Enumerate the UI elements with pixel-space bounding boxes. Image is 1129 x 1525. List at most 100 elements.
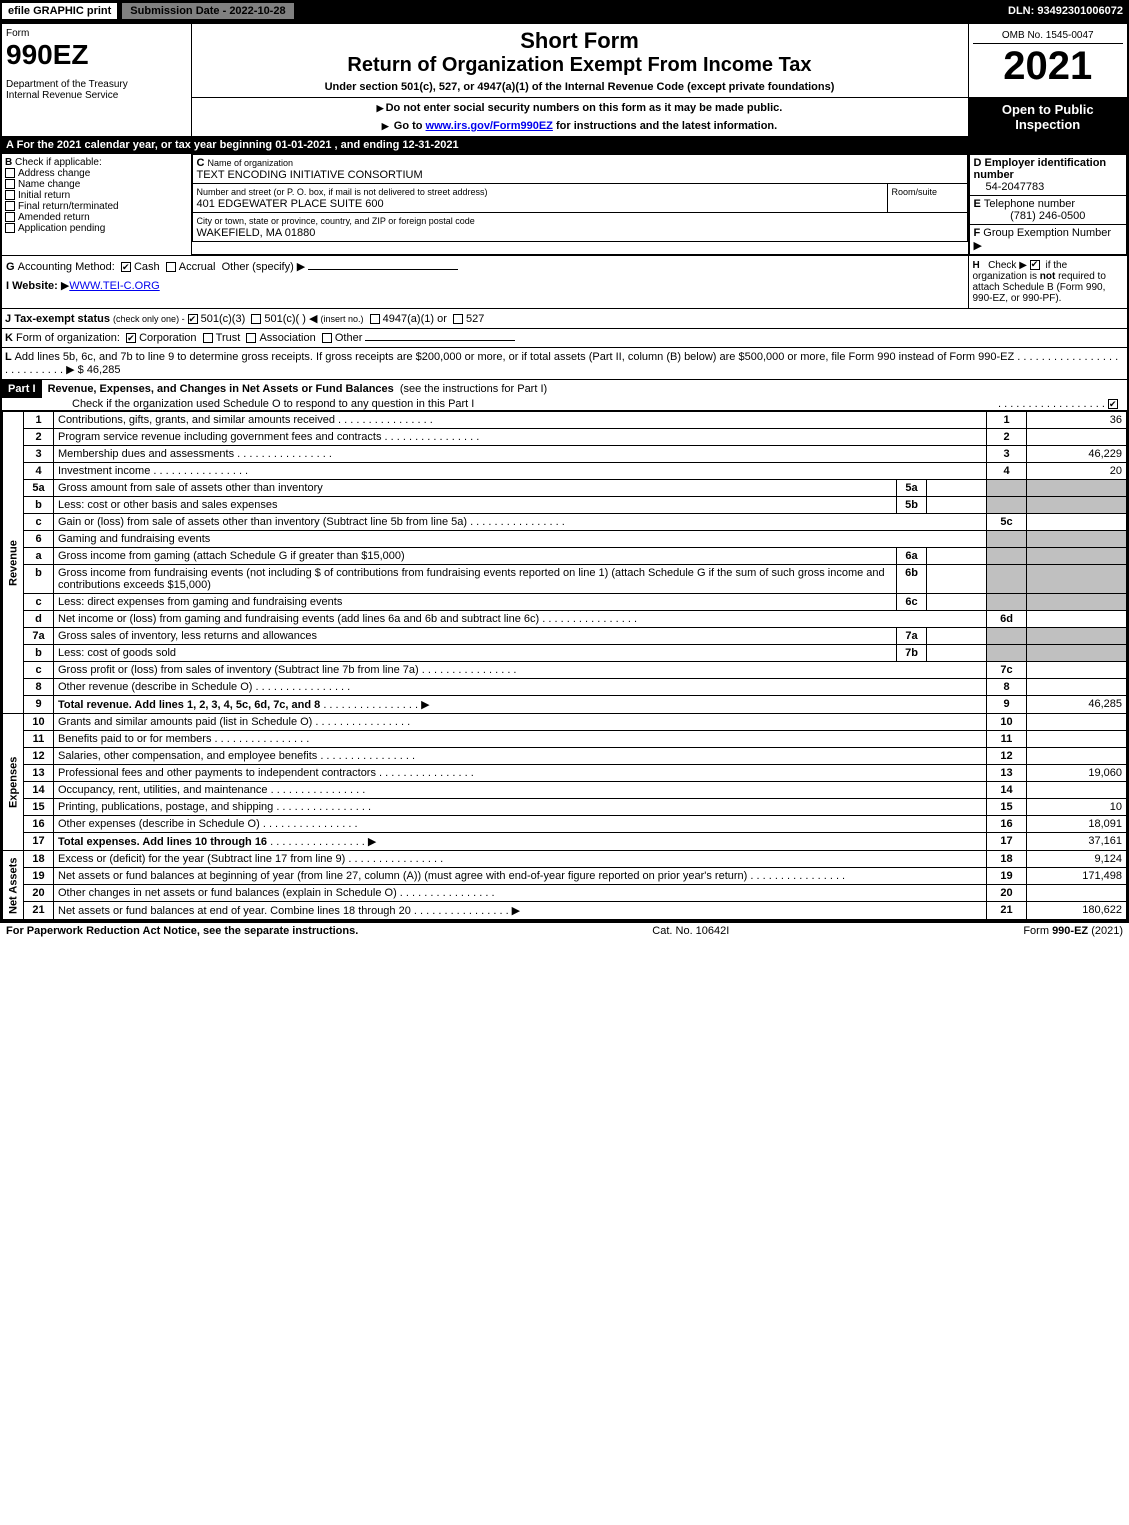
line-amt [1027,885,1127,902]
cash-checkbox[interactable] [121,262,131,272]
line-ref: 6d [987,611,1027,628]
line-amt-shaded [1027,497,1127,514]
k-o2: Trust [216,332,241,344]
top-bar: efile GRAPHIC print Submission Date - 20… [0,0,1129,22]
section-label: Expenses [3,714,24,851]
line-num: b [24,645,54,662]
k-o3: Association [259,332,315,344]
line-desc: Less: cost of goods sold [54,645,897,662]
submission-date: Submission Date - 2022-10-28 [121,2,294,20]
line-ref: 21 [987,902,1027,920]
header-right: OMB No. 1545-0047 2021 [968,23,1128,98]
k-other-checkbox[interactable] [322,333,332,343]
line-num: c [24,662,54,679]
b-checkbox[interactable] [5,190,15,200]
line-g: G Accounting Method: Cash Accrual Other … [1,256,968,309]
header-instructions: Do not enter social security numbers on … [191,98,968,137]
accrual-label: Accrual [179,261,216,273]
website-link[interactable]: WWW.TEI-C.ORG [69,280,159,292]
irs-link[interactable]: www.irs.gov/Form990EZ [426,120,553,132]
b-checkbox[interactable] [5,223,15,233]
line-ref: 14 [987,782,1027,799]
j-501c-checkbox[interactable] [251,314,261,324]
accrual-checkbox[interactable] [166,262,176,272]
line-desc: Gross amount from sale of assets other t… [54,480,897,497]
part1-label: Part I [2,380,42,398]
line-amt-shaded [1027,594,1127,611]
line-num: b [24,565,54,594]
footer-right-form: 990-EZ [1052,925,1088,937]
line-num: 17 [24,833,54,851]
dept-label: Department of the Treasury Internal Reve… [6,79,187,101]
sub-ref: 6a [897,548,927,565]
line-amt: 36 [1027,412,1127,429]
line-ref: 7c [987,662,1027,679]
line-row: cGain or (loss) from sale of assets othe… [3,514,1127,531]
b-checkbox[interactable] [5,201,15,211]
line-ref: 1 [987,412,1027,429]
line-amt-shaded [1027,645,1127,662]
section-label: Revenue [3,412,24,714]
line-desc: Program service revenue including govern… [54,429,987,446]
dln-label: DLN: 93492301006072 [1008,5,1123,17]
line-num: 7a [24,628,54,645]
sub-ref: 7b [897,645,927,662]
line-num: 19 [24,868,54,885]
line-desc: Total revenue. Add lines 1, 2, 3, 4, 5c,… [54,696,987,714]
j-501c3-checkbox[interactable] [188,314,198,324]
lines-container: Revenue1Contributions, gifts, grants, an… [1,411,1128,922]
line-num: 12 [24,748,54,765]
line-row: 13Professional fees and other payments t… [3,765,1127,782]
org-street: 401 EDGEWATER PLACE SUITE 600 [197,198,384,210]
j-527-checkbox[interactable] [453,314,463,324]
line-amt: 9,124 [1027,851,1127,868]
form-table: Form 990EZ Department of the Treasury In… [0,22,1129,922]
k-corp-checkbox[interactable] [126,333,136,343]
line-amt: 171,498 [1027,868,1127,885]
part1-checkbox[interactable] [1108,399,1118,409]
line-row: 14Occupancy, rent, utilities, and mainte… [3,782,1127,799]
section-def: D Employer identification number 54-2047… [968,154,1128,256]
k-trust-checkbox[interactable] [203,333,213,343]
j-4947-checkbox[interactable] [370,314,380,324]
line-num: 6 [24,531,54,548]
line-num: 16 [24,816,54,833]
room-label: Room/suite [892,187,938,197]
line-ref-shaded [987,628,1027,645]
line-num: 2 [24,429,54,446]
line-desc: Printing, publications, postage, and shi… [54,799,987,816]
line-ref: 2 [987,429,1027,446]
b-checkbox[interactable] [5,168,15,178]
line-row: Expenses10Grants and similar amounts pai… [3,714,1127,731]
line-amt-shaded [1027,531,1127,548]
sub-amt [927,497,987,514]
h-not: not [1040,271,1056,282]
c-city-label: City or town, state or province, country… [197,216,475,226]
return-title: Return of Organization Exempt From Incom… [196,54,964,77]
k-assoc-checkbox[interactable] [246,333,256,343]
line-desc: Other revenue (describe in Schedule O) .… [54,679,987,696]
line-desc: Other changes in net assets or fund bala… [54,885,987,902]
line-amt: 10 [1027,799,1127,816]
line-desc: Gain or (loss) from sale of assets other… [54,514,987,531]
b-checkbox[interactable] [5,212,15,222]
line-ref: 10 [987,714,1027,731]
line-num: 3 [24,446,54,463]
line-row: 9Total revenue. Add lines 1, 2, 3, 4, 5c… [3,696,1127,714]
other-label: Other (specify) [222,261,294,273]
h-checkbox[interactable] [1030,260,1040,270]
line-desc: Investment income . . . . . . . . . . . … [54,463,987,480]
line-num: 14 [24,782,54,799]
line-desc: Gross income from gaming (attach Schedul… [54,548,897,565]
b-checkbox[interactable] [5,179,15,189]
line-row: 4Investment income . . . . . . . . . . .… [3,463,1127,480]
b-item: Address change [5,168,188,179]
line-amt [1027,679,1127,696]
line-row: 17Total expenses. Add lines 10 through 1… [3,833,1127,851]
line-k: K Form of organization: Corporation Trus… [1,329,1128,348]
sub-amt [927,565,987,594]
line-amt: 46,229 [1027,446,1127,463]
j-o4: 527 [466,313,484,325]
sub-amt [927,548,987,565]
footer-right-suffix: (2021) [1088,925,1123,937]
